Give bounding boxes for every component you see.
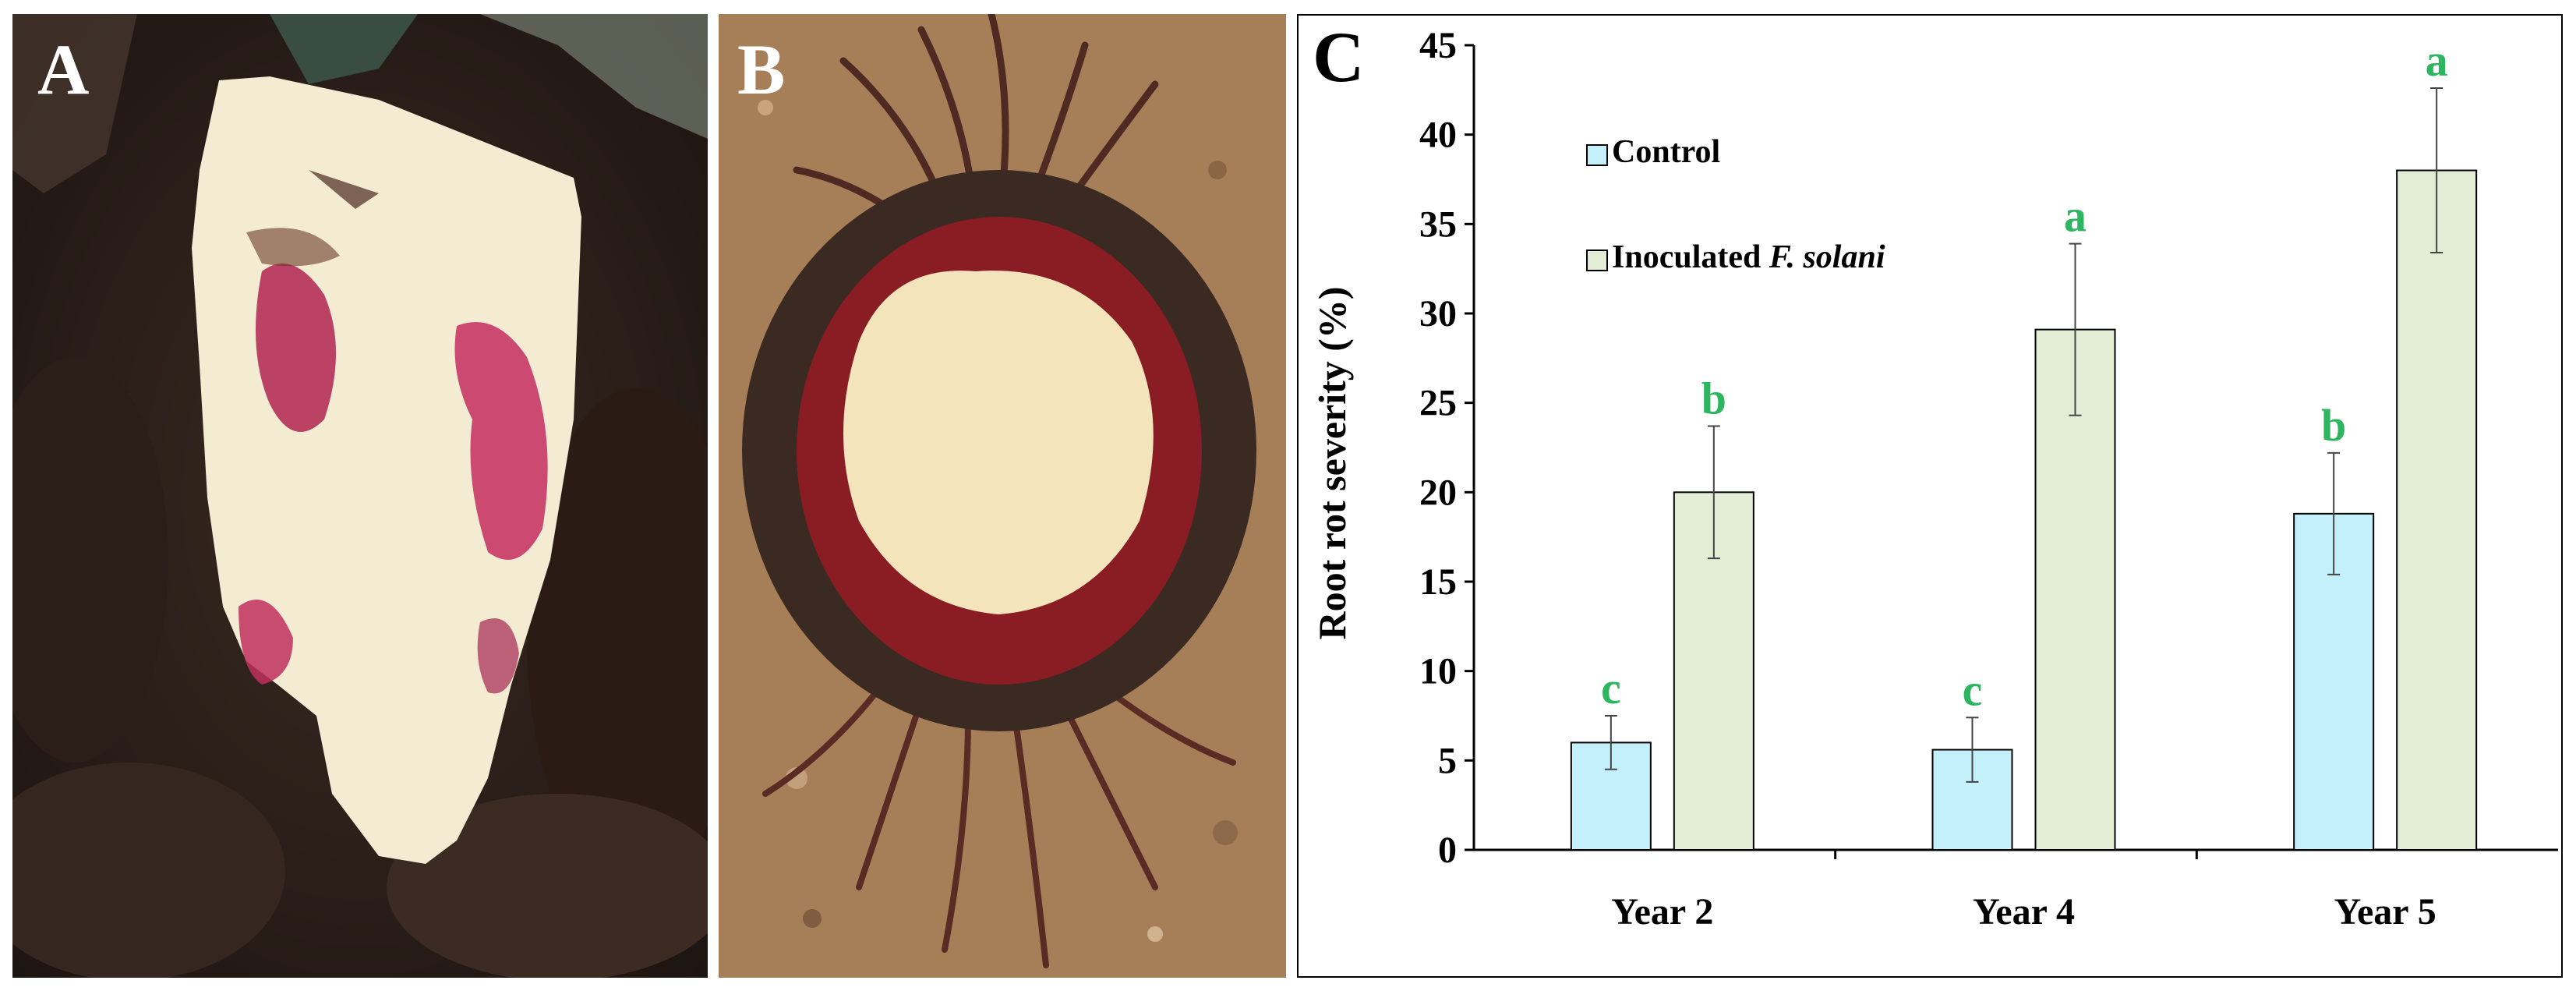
- y-tick-label: 30: [1419, 293, 1457, 334]
- chart-axes: 0 5 10 15 20 25 30 35 40 45 Root rot severity (%) Y…: [1310, 25, 2558, 933]
- y-tick-label: 40: [1419, 115, 1457, 156]
- legend-swatch-control: [1586, 144, 1608, 166]
- x-tick-label: Year 4: [1973, 891, 2075, 933]
- significance-letter: b: [2321, 400, 2346, 451]
- panel-a-photo: A: [12, 14, 708, 978]
- y-tick-label: 20: [1419, 472, 1457, 513]
- significance-letter: b: [1701, 373, 1726, 423]
- bar-inoculated: [2034, 328, 2116, 851]
- root-rot-severity-chart: C 0 5 10 15 20 25 30 35 40 45 Root rot severity (%…: [1297, 14, 2563, 978]
- y-tick-label: 5: [1438, 740, 1457, 781]
- y-tick-label: 0: [1438, 830, 1457, 871]
- y-axis-title: Root rot severity (%): [1310, 286, 1354, 639]
- legend-label-inoculated: Inoculated F. solani: [1612, 239, 1885, 275]
- significance-letter: a: [2064, 191, 2087, 242]
- legend-label-control: Control: [1612, 134, 1720, 170]
- x-tick-label: Year 2: [1611, 891, 1713, 933]
- panel-b-letter: B: [737, 30, 785, 109]
- panel-a-letter: A: [37, 30, 89, 109]
- significance-letter: c: [1963, 664, 1983, 715]
- y-tick-label: 10: [1419, 651, 1457, 692]
- y-tick-label: 15: [1419, 561, 1457, 603]
- chart-legend: Control Inoculated F. solani: [1586, 134, 1885, 275]
- panel-c-chart: C 0 5 10 15 20 25 30 35 40 45 Root rot severity (%…: [1297, 14, 2563, 978]
- panel-c-letter: C: [1313, 17, 1364, 97]
- root-cross-section-image: B: [719, 14, 1286, 978]
- significance-letter: a: [2426, 35, 2448, 86]
- y-tick-label: 45: [1419, 25, 1457, 66]
- significance-letter: c: [1601, 663, 1621, 713]
- chart-frame: [1297, 14, 2563, 978]
- chart-bars: c b c a b a: [1570, 35, 2478, 851]
- bar-inoculated: [2396, 169, 2478, 851]
- y-tick-label: 35: [1419, 203, 1457, 245]
- x-tick-label: Year 5: [2334, 891, 2436, 933]
- y-tick-label: 25: [1419, 383, 1457, 424]
- panel-b-photo: B: [719, 14, 1286, 978]
- root-longitudinal-section-image: A: [12, 14, 708, 978]
- legend-swatch-inoculated: [1586, 250, 1608, 271]
